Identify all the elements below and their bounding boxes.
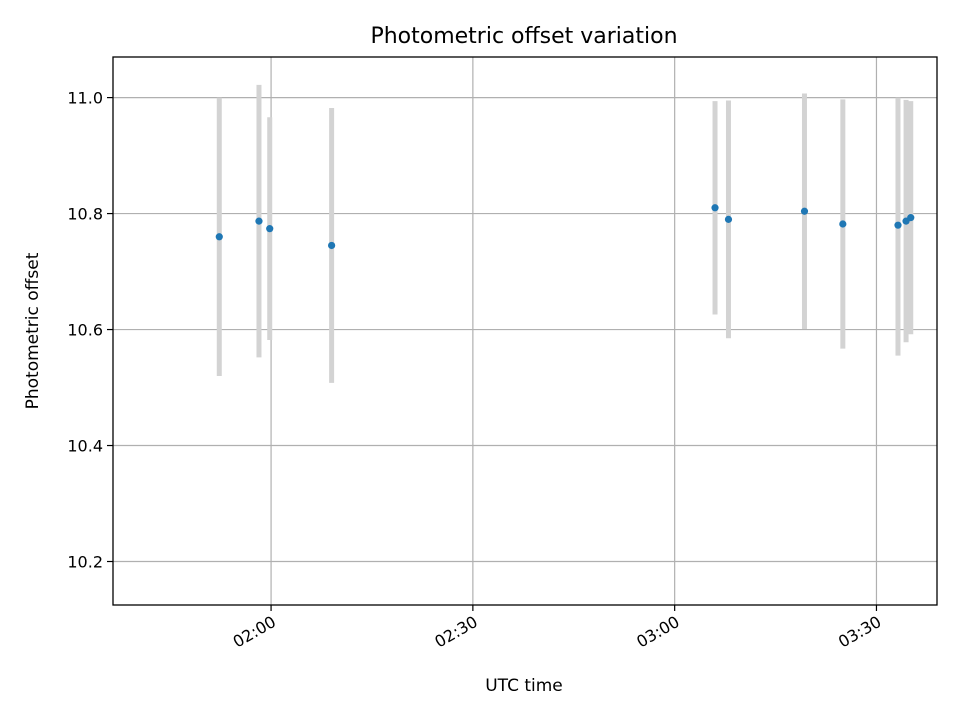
- grid-lines: [113, 57, 937, 605]
- data-point: [215, 233, 223, 241]
- y-axis-label: Photometric offset: [23, 252, 43, 409]
- y-tick-label: 11.0: [67, 89, 103, 108]
- chart-title: Photometric offset variation: [370, 24, 677, 49]
- data-points: [215, 204, 915, 250]
- data-point: [839, 220, 847, 228]
- y-tick-label: 10.6: [67, 321, 103, 340]
- plot-frame: [112, 56, 938, 606]
- data-point: [800, 207, 809, 215]
- data-point: [894, 221, 902, 229]
- data-point: [907, 214, 915, 222]
- data-point: [711, 204, 719, 212]
- x-axis-label: UTC time: [485, 676, 563, 696]
- y-tick-label: 10.8: [67, 205, 103, 224]
- y-tick-label: 10.4: [67, 437, 103, 456]
- data-point: [724, 215, 733, 223]
- y-tick-label: 10.2: [67, 553, 103, 572]
- data-point: [255, 217, 263, 225]
- y-axis-ticks: 10.2 10.4 10.6 10.8 11.0: [67, 89, 113, 572]
- data-point: [266, 225, 274, 233]
- data-point: [328, 241, 336, 250]
